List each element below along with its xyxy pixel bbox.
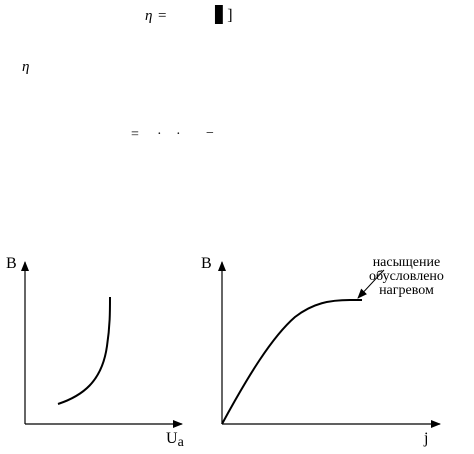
- margin-eta-symbol: η: [22, 59, 30, 75]
- left-graph-curve: [57, 296, 111, 405]
- left-graph-x-label-main: U: [166, 430, 178, 447]
- formula-middle-dot-2: ·: [176, 127, 181, 142]
- left-graph: [21, 261, 183, 428]
- annotation-pointer-line: [357, 269, 385, 299]
- formula-top-eta: η: [145, 8, 153, 24]
- right-graph: [218, 261, 441, 428]
- right-graph-x-label: j: [424, 430, 429, 447]
- formula-middle-dot-1: ·: [157, 127, 162, 142]
- formula-top-equals: =: [158, 8, 167, 24]
- formula-middle-minus: −: [206, 126, 214, 141]
- right-graph-y-label: B: [201, 255, 212, 272]
- left-graph-x-label-sub: a: [177, 435, 184, 450]
- left-graph-x-label: Ua: [166, 430, 184, 450]
- right-graph-curve: [221, 299, 362, 425]
- formula-middle-equals: =: [131, 127, 139, 142]
- saturation-annotation: насыщение обусловлено нагревом: [369, 256, 444, 298]
- annotation-line-2: обусловлено: [369, 269, 444, 284]
- annotation-line-3: нагревом: [379, 283, 434, 298]
- left-graph-y-label: B: [6, 255, 17, 272]
- formula-top-symbol-fragment: ▋]: [215, 7, 233, 24]
- annotation-line-1: насыщение: [372, 255, 441, 270]
